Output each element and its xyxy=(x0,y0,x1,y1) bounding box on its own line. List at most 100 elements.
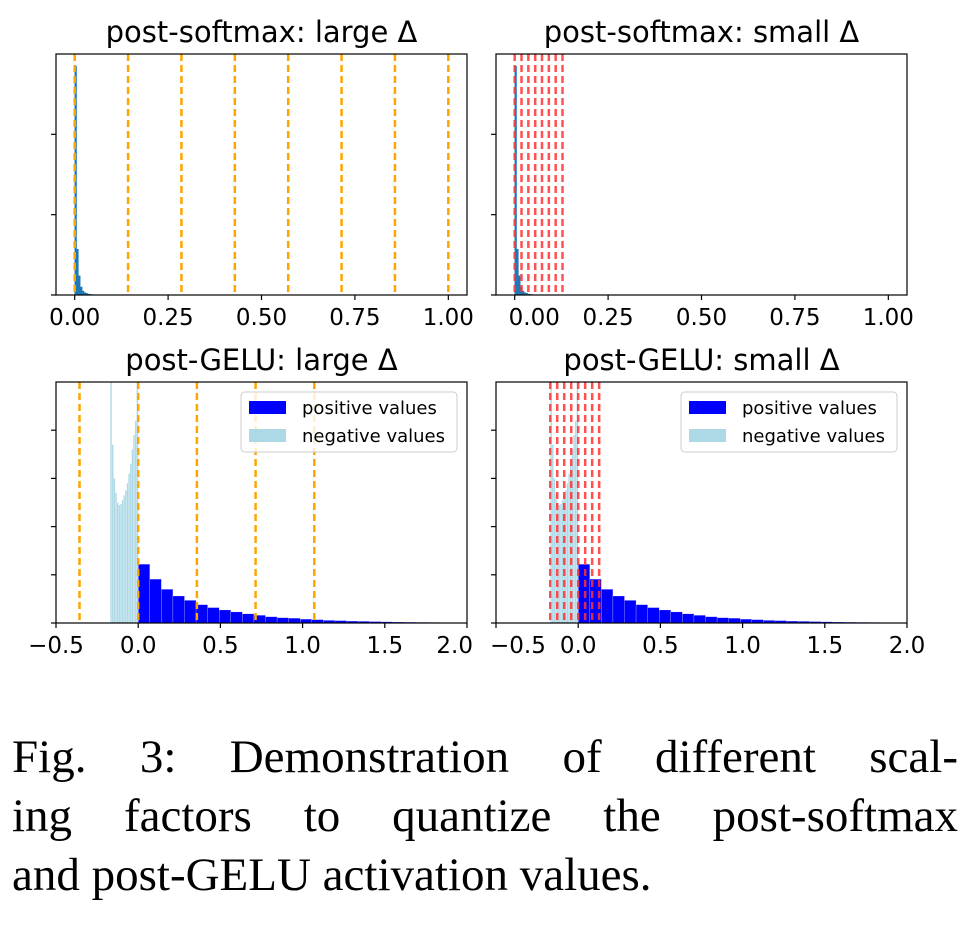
figure-caption: Fig. 3: Demonstration of different scal-… xyxy=(12,728,958,905)
histogram-bar xyxy=(134,420,137,623)
legend: positive values negative values xyxy=(240,391,458,453)
x-tick-label: 1.0 xyxy=(724,633,761,659)
legend-label: negative values xyxy=(742,426,885,447)
histogram-bar xyxy=(288,617,301,623)
histogram-bar xyxy=(576,382,579,623)
histogram-bar xyxy=(219,609,231,623)
histogram-bar xyxy=(647,607,660,623)
histogram-bar xyxy=(574,420,577,623)
x-tick-label: 0.50 xyxy=(676,305,727,331)
figure-panels: post-softmax: large Δ 0.00 0.25 0.50 0.75 1.0… xyxy=(28,15,925,659)
chart-title: post-GELU: large Δ xyxy=(125,343,398,377)
histogram-bar xyxy=(113,478,116,623)
axes-frame xyxy=(55,53,468,296)
histogram-bar xyxy=(558,504,561,623)
legend-swatch-positive xyxy=(689,401,726,414)
x-tick-label: −0.5 xyxy=(490,633,546,659)
histogram-bar xyxy=(516,249,519,295)
caption-line-3: and post-GELU activation values. xyxy=(12,849,652,901)
x-tick-label: 0.00 xyxy=(509,305,560,331)
axes-frame xyxy=(55,381,468,624)
histogram-bar xyxy=(230,611,243,623)
histogram-bar xyxy=(129,463,132,623)
histogram-bar xyxy=(137,563,150,623)
histogram-bar xyxy=(728,617,741,623)
legend-swatch-negative xyxy=(249,429,286,442)
histogram-bar xyxy=(76,249,79,295)
plot-area xyxy=(549,382,891,623)
histogram-bar xyxy=(659,609,671,623)
x-tick-label: 0.0 xyxy=(120,633,157,659)
histogram-bar xyxy=(161,589,174,623)
histogram-bar xyxy=(118,504,121,623)
plot-area xyxy=(73,54,450,295)
histogram-bar xyxy=(716,617,729,623)
x-tick-label: 0.75 xyxy=(769,305,820,331)
histogram-bar xyxy=(116,502,119,623)
histogram-bar xyxy=(111,444,114,623)
histogram-bar xyxy=(635,604,648,623)
histogram-bar xyxy=(612,595,625,623)
histogram-bar xyxy=(128,473,131,623)
legend-label: positive values xyxy=(302,398,437,419)
x-tick-label: 1.5 xyxy=(807,633,844,659)
legend: positive values negative values xyxy=(680,391,898,453)
caption-line-1: Fig. 3: Demonstration of different scal- xyxy=(12,731,958,783)
chart-panel-1: post-softmax: large Δ 0.00 0.25 0.50 0.75 1.0… xyxy=(49,15,474,331)
histogram-bar xyxy=(705,616,718,623)
chart-panel-2: post-softmax: small Δ 0.00 0.25 0.50 0.75 1.0… xyxy=(491,15,914,331)
legend-box xyxy=(680,391,898,453)
legend-swatch-positive xyxy=(249,401,286,414)
x-tick-label: 0.50 xyxy=(236,305,287,331)
histogram-bar xyxy=(242,613,255,623)
x-tick-label: 1.00 xyxy=(863,305,914,331)
histogram-bar xyxy=(207,607,220,623)
x-tick-label: 0.0 xyxy=(560,633,597,659)
legend-label: negative values xyxy=(302,426,445,447)
x-tick-label: 1.5 xyxy=(367,633,404,659)
histogram-bar xyxy=(670,611,683,623)
histogram-bar xyxy=(265,616,278,623)
x-tick-label: 1.0 xyxy=(284,633,321,659)
legend-swatch-negative xyxy=(689,429,726,442)
histogram-bar xyxy=(568,473,571,623)
histogram-bar xyxy=(78,275,81,295)
histogram-bar xyxy=(624,600,637,623)
histogram-bar xyxy=(566,483,569,623)
histogram-bar xyxy=(124,490,127,623)
histogram-bar xyxy=(559,503,562,623)
histogram-bar xyxy=(131,449,134,623)
chart-title: post-GELU: small Δ xyxy=(563,343,839,377)
histogram-bar xyxy=(81,290,85,295)
x-tick-label: 0.5 xyxy=(642,633,679,659)
x-tick-label: 2.0 xyxy=(889,633,926,659)
chart-panel-4: post-GELU: small Δ −0.5 0.0 0.5 1.0 1.5 2.0 pos… xyxy=(490,343,925,659)
x-tick-label: 0.25 xyxy=(582,305,633,331)
histogram-bar xyxy=(693,615,706,623)
plot-area xyxy=(513,54,564,295)
axes-frame xyxy=(495,381,908,624)
histogram-bar xyxy=(553,478,556,623)
histogram-bar xyxy=(114,492,118,623)
histogram-bar xyxy=(184,600,197,623)
histogram-bar xyxy=(80,286,83,295)
chart-panel-3: post-GELU: large Δ −0.5 0.0 0.5 1.0 1.5 2.0 pos… xyxy=(28,343,473,659)
histogram-bar xyxy=(133,434,136,623)
x-tick-label: 1.00 xyxy=(423,305,474,331)
axes-frame xyxy=(495,53,908,296)
histogram-bar xyxy=(518,275,521,295)
chart-title: post-softmax: small Δ xyxy=(544,15,860,49)
plot-area xyxy=(78,382,451,623)
histogram-bar xyxy=(119,503,122,623)
x-tick-label: 2.0 xyxy=(436,633,473,659)
histogram-bar xyxy=(601,589,614,623)
caption-line-2: ing factors to quantize the post-softmax xyxy=(12,790,958,842)
x-tick-label: 0.75 xyxy=(329,305,380,331)
histogram-bar xyxy=(149,578,162,623)
histogram-bar xyxy=(136,382,139,623)
legend-box xyxy=(240,391,458,453)
histogram-bar xyxy=(551,444,554,623)
x-tick-label: 0.25 xyxy=(142,305,193,331)
legend-label: positive values xyxy=(742,398,877,419)
histogram-bar xyxy=(573,434,576,623)
